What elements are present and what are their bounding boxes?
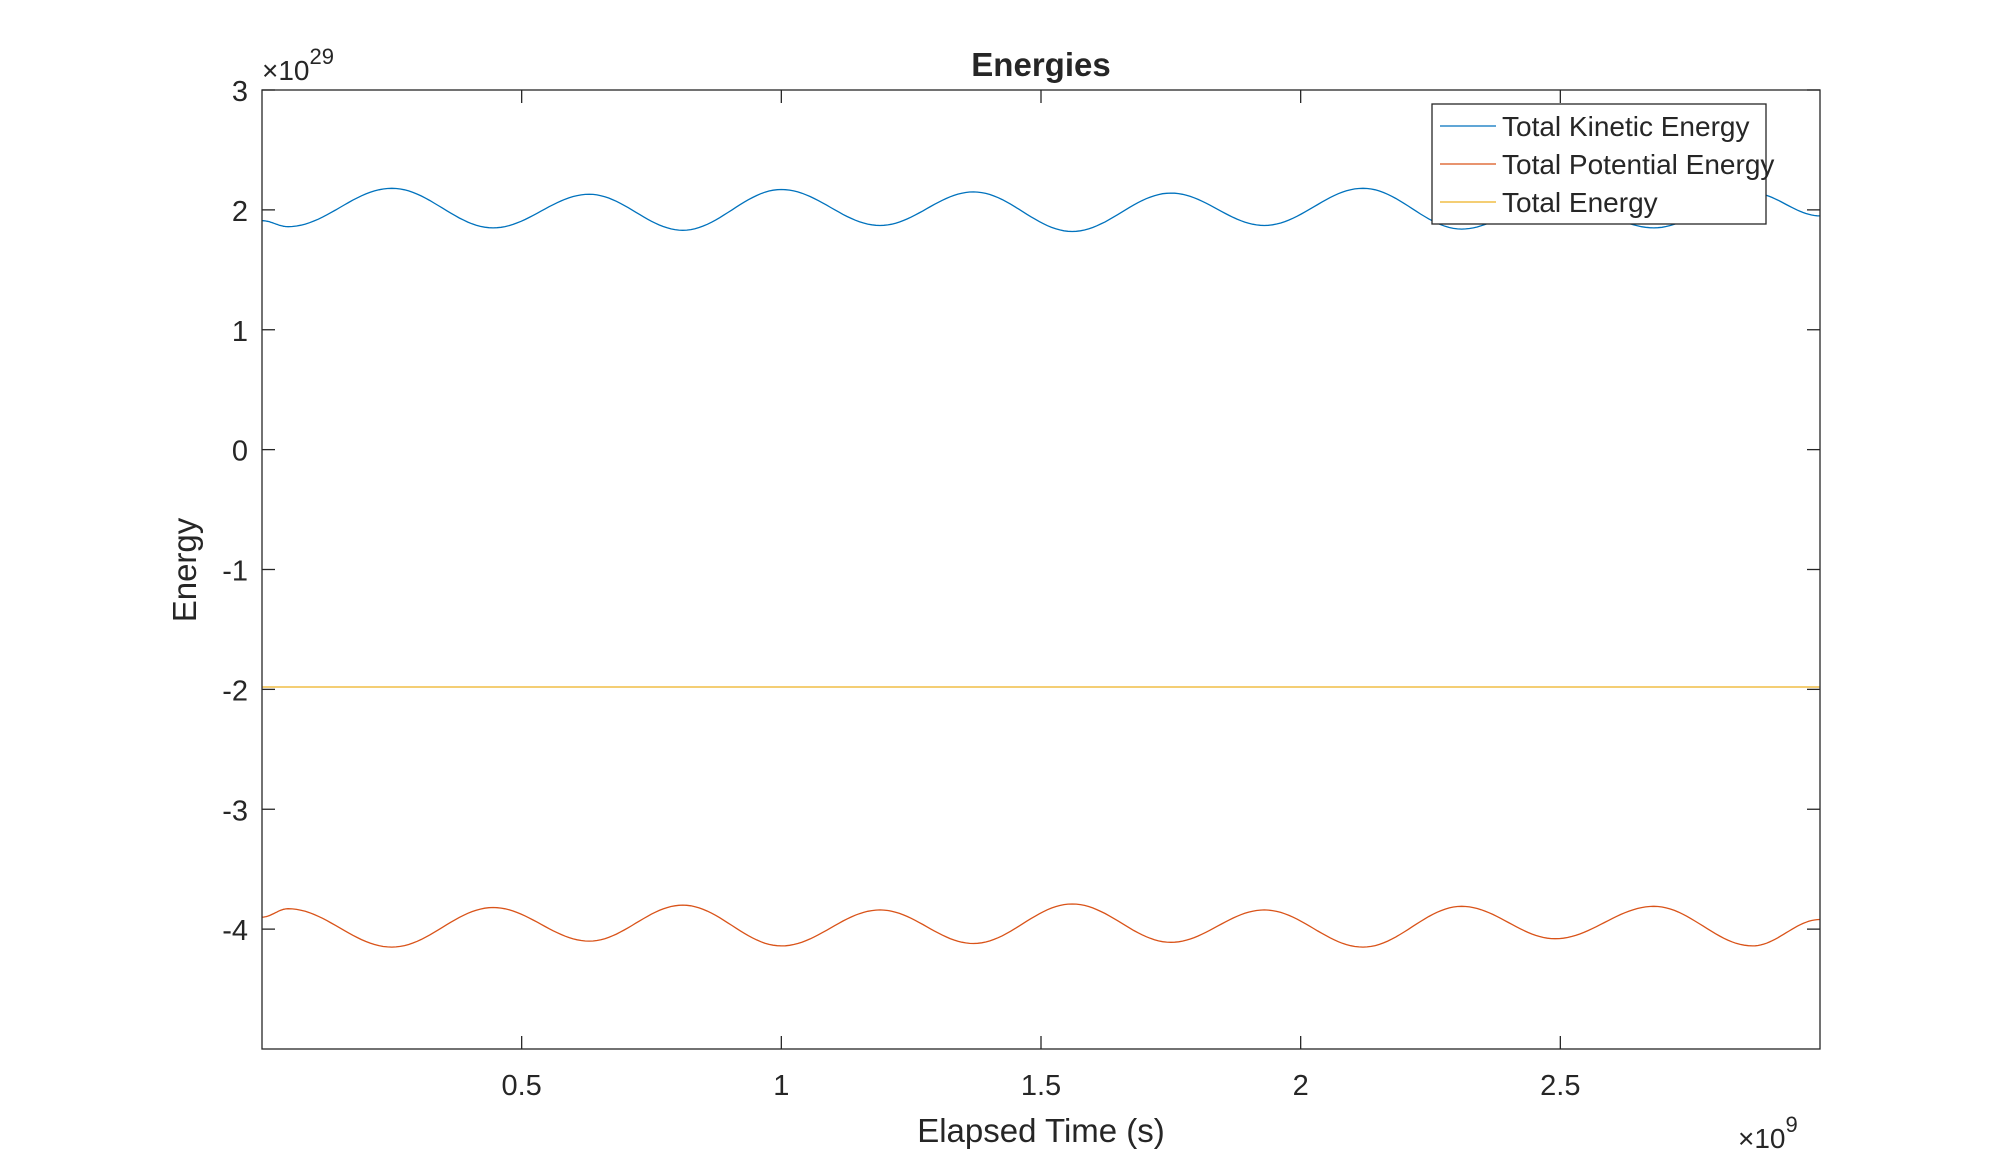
x-tick-label: 2: [1293, 1070, 1309, 1102]
legend-label-3: Total Energy: [1502, 187, 1658, 218]
x-tick-label: 1.5: [1021, 1070, 1061, 1102]
y-tick-label: 3: [232, 76, 248, 108]
x-tick-label: 2.5: [1540, 1070, 1580, 1102]
x-exponent-power: 9: [1786, 1112, 1798, 1137]
x-exponent-label: ×109: [1738, 1112, 1798, 1154]
y-axis-label: Energy: [166, 517, 203, 622]
y-exponent-base: ×10: [262, 55, 310, 86]
x-axis-label: Elapsed Time (s): [917, 1112, 1165, 1149]
y-tick-label: 1: [232, 316, 248, 348]
series-line-2: [262, 903, 1821, 948]
tick-layer: 0.5 1 1.5 2 2.5 -4 -3 -2 -1 0 1 2 3: [222, 76, 1820, 1102]
legend-label-2: Total Potential Energy: [1502, 149, 1774, 180]
y-tick-label: -1: [222, 556, 248, 588]
y-exponent-label: ×1029: [262, 44, 334, 86]
plot-area: [262, 90, 1820, 1049]
x-tick-label: 1: [773, 1070, 789, 1102]
y-tick-label: 0: [232, 436, 248, 468]
legend-label-1: Total Kinetic Energy: [1502, 111, 1749, 142]
y-tick-label: -2: [222, 675, 248, 707]
y-tick-label: -4: [222, 915, 248, 947]
chart-title: Energies: [971, 46, 1110, 83]
y-tick-label: 2: [232, 196, 248, 228]
y-tick-label: -3: [222, 795, 248, 827]
x-exponent-base: ×10: [1738, 1123, 1786, 1154]
x-tick-label: 0.5: [502, 1070, 542, 1102]
y-exponent-power: 29: [310, 44, 334, 69]
legend: Total Kinetic Energy Total Potential Ener…: [1431, 103, 1774, 225]
